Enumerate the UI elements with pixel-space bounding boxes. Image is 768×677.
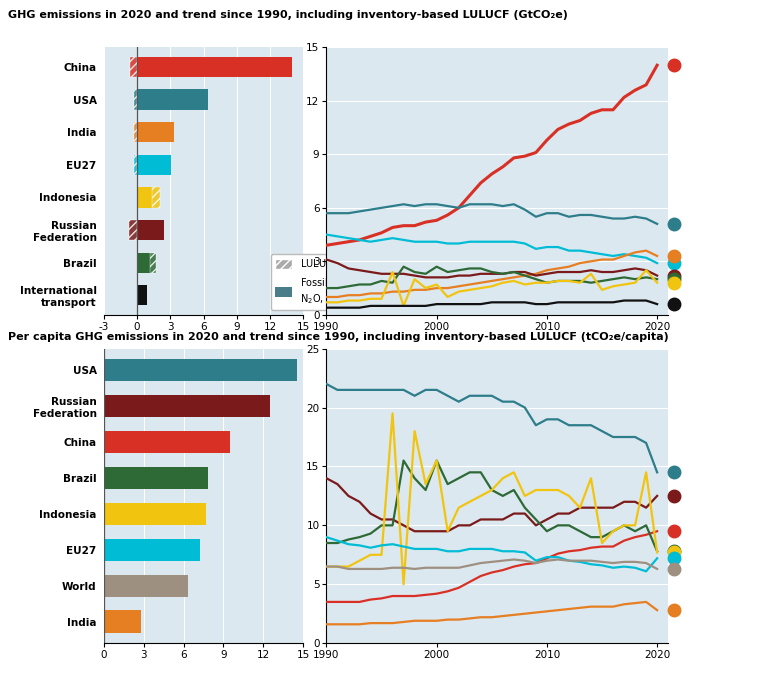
Bar — [137, 57, 293, 77]
Bar — [137, 154, 171, 175]
Bar — [104, 503, 206, 525]
Bar — [137, 122, 174, 142]
Bar — [137, 253, 151, 273]
Bar — [104, 539, 200, 561]
Bar — [151, 253, 156, 273]
Bar — [104, 467, 207, 489]
Text: Per capita GHG emissions in 2020 and trend since 1990, including inventory-based: Per capita GHG emissions in 2020 and tre… — [8, 332, 668, 342]
Bar — [134, 89, 137, 110]
Bar — [137, 285, 147, 305]
Bar — [104, 575, 187, 597]
Bar — [104, 395, 270, 417]
Bar — [104, 611, 141, 633]
Bar — [134, 154, 137, 175]
Legend: LULUCF CO$_2$, Fossil CO$_2$, CH$_4$,
N$_2$O, F-gases: LULUCF CO$_2$, Fossil CO$_2$, CH$_4$, N$… — [270, 254, 382, 310]
Bar — [104, 359, 296, 381]
Bar — [137, 220, 164, 240]
Bar — [137, 89, 208, 110]
Bar — [137, 188, 153, 208]
Bar — [104, 431, 230, 453]
Bar — [129, 220, 137, 240]
Bar — [134, 122, 137, 142]
Bar — [153, 188, 161, 208]
Text: GHG emissions in 2020 and trend since 1990, including inventory-based LULUCF (Gt: GHG emissions in 2020 and trend since 19… — [8, 10, 568, 20]
Bar — [131, 57, 137, 77]
